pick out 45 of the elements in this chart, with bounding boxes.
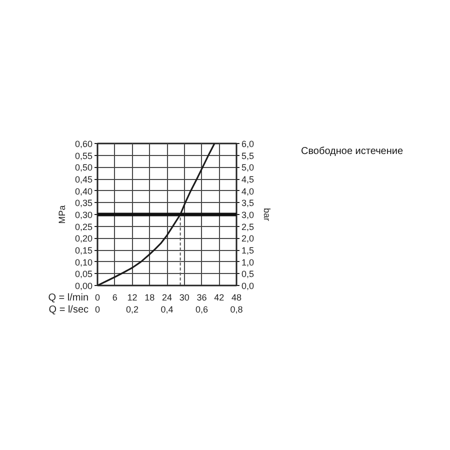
y2-tick-label: 2,0 [242,234,254,244]
x2-tick-label: 0,8 [230,304,243,314]
y2-tick-label: 6,0 [242,139,254,149]
x-tick-label: 12 [127,292,138,302]
y-tick-label: 0,00 [74,281,93,291]
y-tick-label: 0,40 [74,186,93,196]
x2-tick-label: 0,4 [160,304,174,314]
x-tick-label: 18 [144,292,155,302]
y-tick-label: 0,20 [74,234,93,244]
y-tick-label: 0,30 [74,210,93,220]
x-tick-label: 6 [112,292,118,302]
y2-tick-label: 1,5 [242,246,254,256]
x-axis-title: Q = l/min [48,292,89,304]
y-tick-label: 0,60 [74,139,93,149]
y-tick-label: 0,05 [74,269,93,280]
x2-tick-label: 0,2 [126,304,139,314]
y-tick-label: 0,10 [74,257,93,268]
x2-tick-label: 0,6 [195,304,208,314]
y2-tick-label: 5,5 [242,150,254,161]
x-tick-label: 24 [162,292,172,302]
y2-tick-label: 0,5 [242,269,254,280]
text: Свободное истечение [301,145,404,159]
y2-axis-title: bar [262,208,272,222]
x-tick-label: 0 [94,292,100,302]
x-tick-label: 30 [179,292,190,302]
y-tick-label: 0,25 [74,222,93,232]
y2-tick-label: 5,0 [242,162,254,173]
y-tick-label: 0,35 [74,198,93,208]
x-tick-label: 42 [214,292,224,302]
x2-tick-label: 0 [94,304,100,314]
y2-tick-label: 1,0 [242,257,254,268]
y2-tick-label: 4,5 [242,174,254,184]
x-tick-label: 48 [231,292,242,302]
y2-tick-label: 3,5 [242,198,254,208]
y-tick-label: 0,55 [74,150,93,161]
y2-tick-label: 0,0 [242,281,254,291]
x-tick-label: 36 [196,292,207,302]
y-tick-label: 0,50 [74,162,93,173]
y2-tick-label: 3,0 [242,210,254,220]
x2-axis-title: Q = l/sec [48,304,89,316]
y-tick-label: 0,45 [74,174,93,184]
y-tick-label: 0,15 [74,246,93,256]
y2-tick-label: 4,0 [242,186,254,196]
y-axis-title: MPa [56,205,67,224]
y2-tick-label: 2,5 [242,222,254,232]
